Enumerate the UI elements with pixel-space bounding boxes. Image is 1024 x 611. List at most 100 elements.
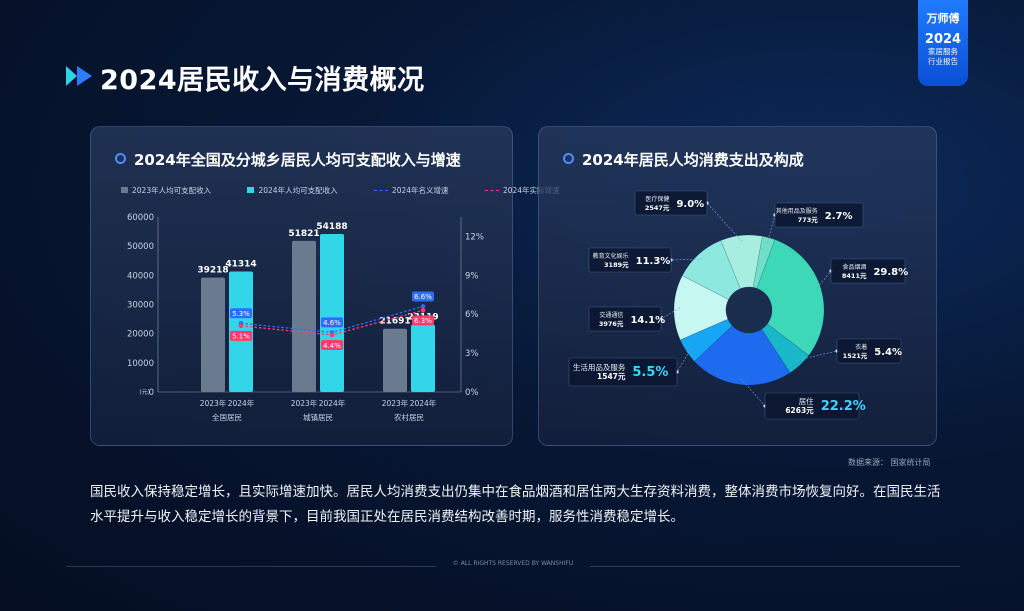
svg-text:教育文化娱乐: 教育文化娱乐 — [593, 252, 629, 260]
y-unit-label: (元) — [139, 389, 150, 396]
title-dot-icon — [115, 153, 126, 164]
growth-label: 4.4% — [321, 339, 343, 350]
svg-text:5.4%: 5.4% — [874, 347, 902, 358]
brand-line2: 行业报告 — [928, 57, 958, 66]
y2-tick-label: 12% — [465, 232, 484, 242]
growth-label: 6.6% — [412, 291, 434, 302]
data-source: 数据来源： 国家统计局 — [848, 458, 931, 467]
y-tick-label: 50000 — [127, 242, 154, 252]
svg-text:5.1%: 5.1% — [232, 333, 250, 341]
svg-text:3189元: 3189元 — [604, 261, 629, 269]
svg-text:22.2%: 22.2% — [821, 399, 866, 414]
growth-label: 6.3% — [412, 315, 434, 326]
y-tick-label: 10000 — [127, 359, 154, 369]
svg-text:2.7%: 2.7% — [825, 211, 853, 222]
footer-divider-left — [66, 566, 436, 567]
x-category-label: 农村居民 — [394, 412, 424, 422]
bar — [201, 277, 225, 392]
growth-point — [329, 332, 335, 338]
brand-line1: 家居服务 — [928, 47, 958, 56]
donut-slice — [693, 325, 791, 386]
svg-text:6.6%: 6.6% — [414, 293, 432, 301]
footer-divider-right — [590, 566, 960, 567]
brand-badge: 万师傅 2024 家居服务 行业报告 — [918, 0, 968, 86]
y-tick-label: 0 — [149, 388, 154, 398]
growth-label: 5.3% — [230, 308, 252, 319]
x-year-label: 2024年 — [410, 398, 437, 408]
x-category-label: 全国居民 — [212, 412, 242, 422]
bar — [320, 233, 344, 392]
svg-text:9.0%: 9.0% — [676, 199, 704, 210]
svg-text:交通通信: 交通通信 — [599, 311, 623, 319]
y2-tick-label: 9% — [465, 271, 479, 281]
bar-value-label: 41314 — [225, 260, 256, 270]
footer-copyright: © ALL RIGHTS RESERVED BY WANSHIFU — [452, 560, 574, 567]
y-tick-label: 20000 — [127, 330, 154, 340]
svg-text:5.5%: 5.5% — [632, 365, 668, 380]
svg-text:14.1%: 14.1% — [630, 315, 665, 326]
x-year-label: 2024年 — [319, 398, 346, 408]
x-year-label: 2023年 — [382, 398, 409, 408]
y2-tick-label: 0% — [465, 388, 479, 398]
x-year-label: 2024年 — [228, 398, 255, 408]
legend-2023: 2023年人均可支配收入 — [121, 186, 211, 195]
bar — [383, 328, 407, 392]
brand-logo-text: 万师傅 — [926, 12, 960, 25]
donut-hole — [726, 287, 772, 333]
svg-text:2547元: 2547元 — [645, 204, 670, 212]
svg-text:1521元: 1521元 — [843, 352, 868, 360]
consumption-chart-title: 2024年居民人均消费支出及构成 — [563, 149, 804, 170]
legend-real: 2024年实际增速 — [484, 186, 560, 195]
y-tick-label: 40000 — [127, 271, 154, 281]
bar — [292, 240, 316, 392]
growth-point — [420, 304, 426, 309]
svg-text:11.3%: 11.3% — [636, 256, 671, 267]
growth-point — [420, 308, 426, 313]
growth-label: 4.6% — [321, 317, 343, 328]
growth-point — [238, 323, 244, 329]
summary-text: 国民收入保持稳定增长，且实际增速加快。居民人均消费支出仍集中在食品烟酒和居住两大… — [90, 484, 941, 525]
bar-value-label: 54188 — [316, 222, 347, 232]
x-year-label: 2023年 — [291, 398, 318, 408]
svg-text:8411元: 8411元 — [842, 272, 867, 280]
page-title: 2024居民收入与消费概况 — [100, 65, 425, 96]
income-legend: 2023年人均可支配收入 2024年人均可支配收入 2024年名义增速 2024… — [121, 185, 560, 196]
svg-text:4.6%: 4.6% — [323, 319, 341, 327]
y2-tick-label: 3% — [465, 349, 479, 359]
svg-text:1547元: 1547元 — [597, 372, 626, 381]
y-tick-label: 30000 — [127, 301, 154, 311]
svg-text:食品烟酒: 食品烟酒 — [842, 263, 866, 271]
legend-nominal: 2024年名义增速 — [373, 186, 449, 195]
svg-text:6263元: 6263元 — [785, 406, 814, 415]
x-year-label: 2023年 — [200, 398, 227, 408]
svg-text:衣着: 衣着 — [855, 343, 867, 351]
svg-text:773元: 773元 — [798, 216, 819, 224]
bar-value-label: 39218 — [197, 266, 228, 276]
title-dot-icon — [563, 153, 574, 164]
y2-tick-label: 6% — [465, 310, 479, 320]
svg-text:医疗保健: 医疗保健 — [645, 195, 669, 203]
brand-year: 2024 — [924, 32, 962, 47]
svg-text:5.3%: 5.3% — [232, 310, 250, 318]
bar — [411, 324, 435, 392]
income-chart-title: 2024年全国及分城乡居民人均可支配收入与增速 — [115, 149, 461, 170]
svg-text:生活用品及服务: 生活用品及服务 — [573, 362, 626, 372]
bar-value-label: 51821 — [288, 229, 319, 239]
y-tick-label: 60000 — [127, 213, 154, 223]
svg-text:29.8%: 29.8% — [873, 267, 908, 278]
play-arrows-icon — [66, 66, 92, 86]
income-chart-panel: 2024年全国及分城乡居民人均可支配收入与增速 2023年人均可支配收入 202… — [90, 126, 560, 446]
svg-text:其他用品及服务: 其他用品及服务 — [776, 207, 818, 215]
income-bar-chart: 60000 50000 40000 30000 20000 10000 0(元) 12% 9% 6… — [127, 213, 484, 422]
legend-2024: 2024年人均可支配收入 — [247, 186, 338, 195]
svg-text:6.3%: 6.3% — [414, 317, 432, 325]
svg-text:居住: 居住 — [799, 396, 814, 406]
